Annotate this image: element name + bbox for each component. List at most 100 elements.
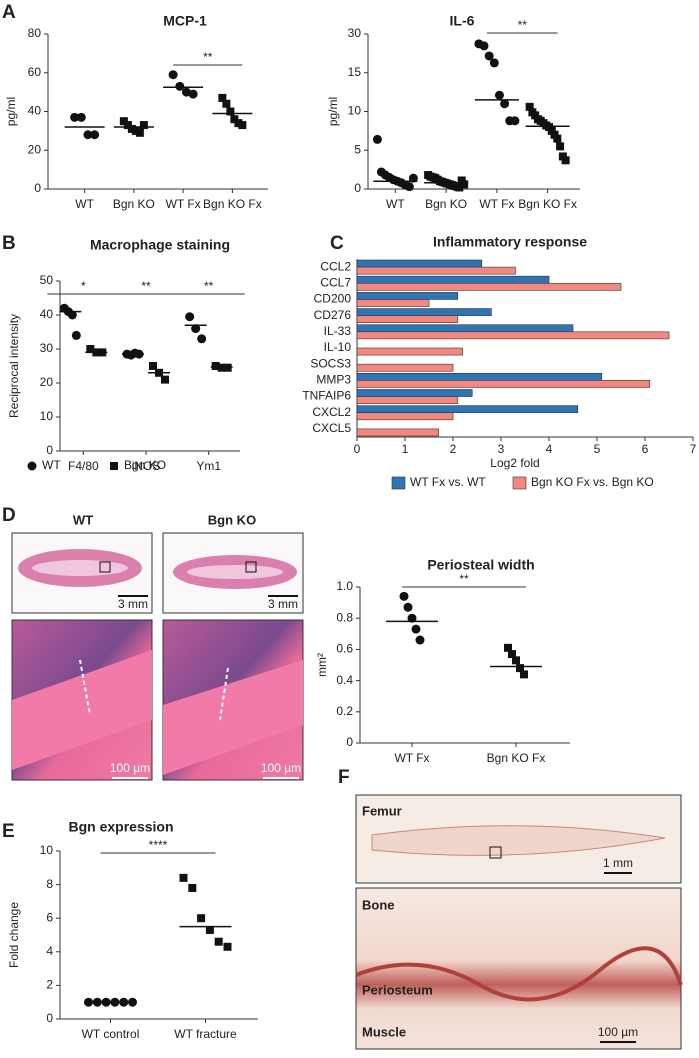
- point: [90, 130, 100, 140]
- bar: [356, 372, 603, 381]
- y-tick-label: 1.0: [336, 579, 353, 593]
- y-tick-label: 0.2: [336, 704, 353, 718]
- significance-label: **: [141, 279, 151, 293]
- point: [226, 107, 235, 116]
- x-tick-label: WT: [386, 197, 405, 211]
- point: [214, 937, 223, 946]
- y-tick-label: 4: [46, 944, 53, 958]
- x-tick-label: iNOS: [132, 459, 161, 473]
- point: [399, 591, 409, 601]
- x-axis-label: Log2 fold: [490, 456, 539, 470]
- x-tick-label: 6: [642, 442, 649, 456]
- point: [411, 624, 421, 634]
- point: [525, 102, 534, 111]
- significance-label: **: [203, 50, 213, 64]
- x-tick-label: WT Fx: [166, 197, 201, 211]
- legend-label: WT: [42, 458, 61, 472]
- significance-label: **: [518, 18, 528, 32]
- point: [222, 99, 231, 108]
- scale-bar-label: 100 µm: [261, 761, 301, 775]
- y-axis-label: pg/ml: [326, 97, 340, 126]
- histology-overview: [11, 532, 304, 614]
- y-tick-label: 30: [348, 26, 362, 40]
- y-tick-label: 8: [46, 877, 53, 891]
- point: [179, 873, 188, 882]
- bar: [356, 308, 492, 316]
- point: [197, 914, 206, 923]
- column-label: Bgn KO: [208, 512, 256, 527]
- point: [460, 180, 469, 189]
- bar: [356, 405, 579, 414]
- legend-label: Bgn KO Fx vs. Bgn KO: [531, 475, 654, 489]
- point: [520, 670, 528, 679]
- bar: [356, 380, 651, 388]
- legend-swatch: [391, 476, 406, 490]
- point: [197, 334, 207, 344]
- point: [149, 362, 157, 370]
- panel-label: A: [2, 2, 16, 23]
- panel-label: D: [2, 505, 16, 526]
- column-label: WT: [73, 512, 93, 527]
- legend-swatch: [512, 476, 527, 490]
- point: [553, 134, 562, 143]
- y-tick-label: MMP3: [316, 373, 351, 387]
- scale-bar-label: 100 µm: [110, 761, 150, 775]
- bar: [356, 389, 473, 397]
- point: [407, 613, 417, 623]
- significance-label: **: [204, 279, 214, 293]
- y-tick-label: TNFAIP6: [302, 389, 351, 403]
- x-tick-label: F4/80: [68, 459, 99, 473]
- point: [504, 643, 512, 652]
- y-tick-label: CD200: [314, 292, 352, 306]
- y-tick-label: 0.6: [336, 642, 353, 656]
- image-label: Muscle: [362, 1024, 406, 1039]
- y-tick-label: 20: [28, 142, 42, 156]
- point: [168, 70, 178, 80]
- x-tick-label: 0: [354, 442, 361, 456]
- x-tick-label: 7: [690, 442, 697, 456]
- y-tick-label: 15: [348, 65, 362, 79]
- y-tick-label: 5: [354, 142, 361, 156]
- y-tick-label: CXCL2: [312, 405, 351, 419]
- bar: [356, 275, 550, 284]
- x-tick-label: 2: [450, 442, 457, 456]
- legend-marker: [110, 462, 118, 470]
- bar: [356, 324, 574, 333]
- y-tick-label: CCL7: [320, 275, 351, 289]
- y-tick-label: 2: [46, 978, 53, 992]
- x-tick-label: WT fracture: [174, 1027, 237, 1041]
- point: [218, 93, 227, 102]
- point: [71, 330, 81, 340]
- bar: [356, 331, 670, 340]
- y-tick-label: 80: [28, 26, 42, 40]
- point: [489, 58, 499, 68]
- point: [139, 121, 148, 130]
- y-tick-label: 50: [40, 273, 54, 287]
- y-tick-label: SOCS3: [310, 356, 351, 370]
- chart-title: Bgn expression: [68, 819, 173, 835]
- point: [500, 99, 510, 109]
- point: [508, 650, 516, 659]
- bar: [356, 428, 439, 437]
- point: [135, 128, 144, 137]
- point: [205, 925, 214, 934]
- bar: [356, 299, 430, 307]
- bar: [356, 412, 454, 421]
- x-tick-label: Bgn KO: [113, 197, 155, 211]
- y-axis-label: mm²: [315, 653, 329, 677]
- point: [556, 142, 565, 151]
- y-tick-label: 0: [354, 181, 361, 195]
- y-tick-label: 60: [28, 65, 42, 79]
- y-tick-label: 20: [40, 375, 54, 389]
- point: [510, 116, 520, 126]
- point: [175, 81, 185, 91]
- y-tick-label: 40: [28, 104, 42, 118]
- x-tick-label: 4: [546, 442, 553, 456]
- point: [86, 345, 95, 353]
- scale-bar-label: 3 mm: [118, 597, 148, 611]
- y-tick-label: 0: [46, 443, 53, 457]
- point: [211, 362, 220, 370]
- y-tick-label: 40: [40, 307, 54, 321]
- chart-title: Macrophage staining: [90, 237, 230, 253]
